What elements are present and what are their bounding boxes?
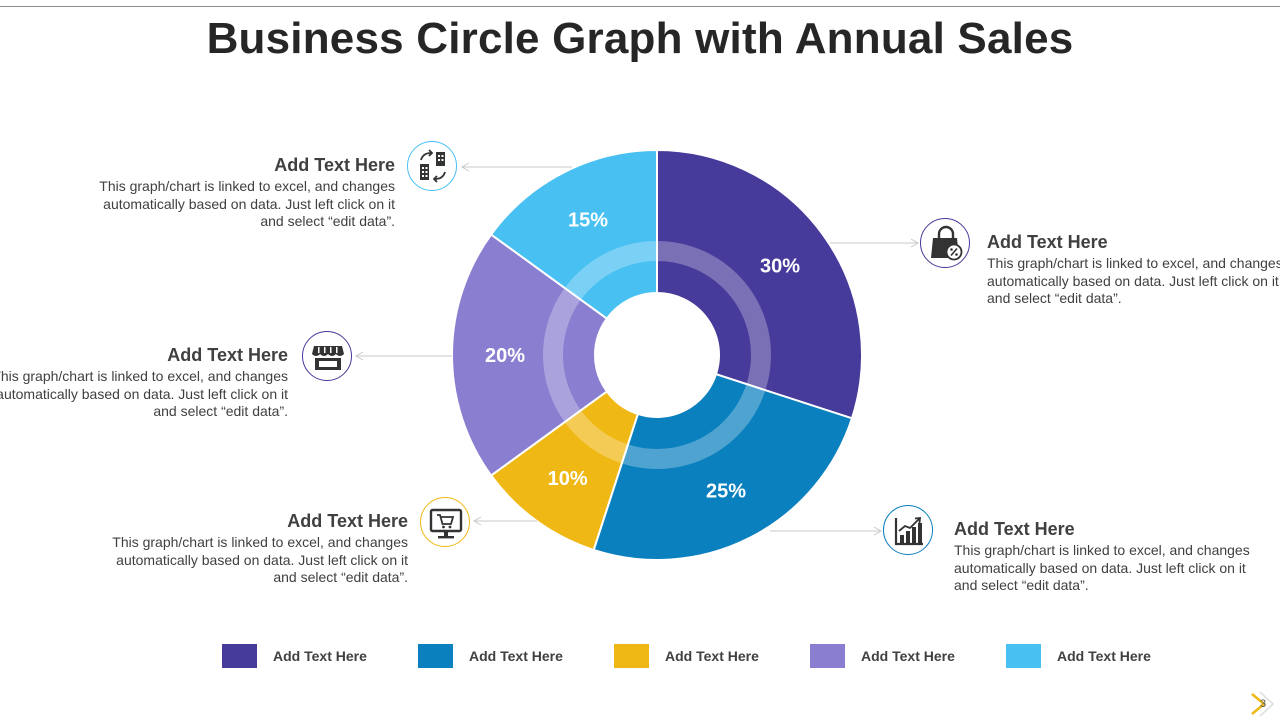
callout-heading: Add Text Here — [274, 155, 395, 175]
callout-bottom-right: Add Text Here This graph/chart is linked… — [954, 519, 1254, 595]
callout-body: This graph/chart is linked to excel, and… — [987, 255, 1280, 306]
legend-item: Add Text Here — [222, 644, 383, 668]
legend-swatch — [614, 644, 649, 668]
legend-label: Add Text Here — [665, 648, 759, 664]
pie-slice — [489, 390, 640, 552]
legend-item: Add Text Here — [614, 644, 775, 668]
callout-top-right: Add Text Here This graph/chart is linked… — [987, 232, 1280, 308]
slice-label: 20% — [485, 345, 525, 367]
connector-arrowhead — [873, 526, 883, 536]
slice-label: 30% — [760, 256, 800, 278]
chart-legend: Add Text Here Add Text Here Add Text Her… — [222, 644, 1202, 668]
legend-item: Add Text Here — [1006, 644, 1167, 668]
growth-chart-icon — [883, 505, 933, 555]
legend-swatch — [810, 644, 845, 668]
callout-heading: Add Text Here — [287, 511, 408, 531]
top-rule — [0, 6, 1280, 7]
legend-swatch — [222, 644, 257, 668]
pie-slice — [656, 148, 863, 420]
legend-swatch — [418, 644, 453, 668]
pie-slice — [489, 148, 658, 320]
connector-arrowhead — [354, 351, 364, 361]
callout-heading: Add Text Here — [954, 519, 1075, 539]
page-chevron-icon — [1251, 691, 1275, 717]
callout-body: This graph/chart is linked to excel, and… — [112, 534, 408, 585]
connector-arrowhead — [460, 162, 470, 172]
callout-top-left: Add Text Here This graph/chart is linked… — [95, 155, 395, 231]
legend-label: Add Text Here — [861, 648, 955, 664]
callout-body: This graph/chart is linked to excel, and… — [0, 368, 288, 419]
callout-middle-left: Add Text Here This graph/chart is linked… — [0, 345, 288, 421]
monitor-cart-icon — [420, 497, 470, 547]
callout-heading: Add Text Here — [987, 232, 1108, 252]
legend-swatch — [1006, 644, 1041, 668]
legend-label: Add Text Here — [1057, 648, 1151, 664]
callout-bottom-left: Add Text Here This graph/chart is linked… — [108, 511, 408, 587]
callout-body: This graph/chart is linked to excel, and… — [954, 542, 1250, 593]
legend-item: Add Text Here — [810, 644, 971, 668]
shopping-bag-percent-icon — [920, 218, 970, 268]
storefront-icon — [302, 331, 352, 381]
page-number: 3 — [1259, 698, 1267, 710]
legend-label: Add Text Here — [469, 648, 563, 664]
legend-label: Add Text Here — [273, 648, 367, 664]
connector-arrowhead — [472, 516, 482, 526]
legend-item: Add Text Here — [418, 644, 579, 668]
decorative-ring — [543, 241, 771, 469]
buildings-exchange-icon — [407, 141, 457, 191]
pie-slice — [592, 372, 854, 561]
pie-slice — [451, 233, 609, 477]
slice-label: 10% — [548, 468, 588, 490]
page-title: Business Circle Graph with Annual Sales — [206, 14, 1074, 63]
connector-arrowhead — [910, 238, 920, 248]
callout-heading: Add Text Here — [167, 345, 288, 365]
slice-label: 25% — [706, 480, 746, 502]
callout-body: This graph/chart is linked to excel, and… — [99, 178, 395, 229]
slice-label: 15% — [568, 210, 608, 232]
